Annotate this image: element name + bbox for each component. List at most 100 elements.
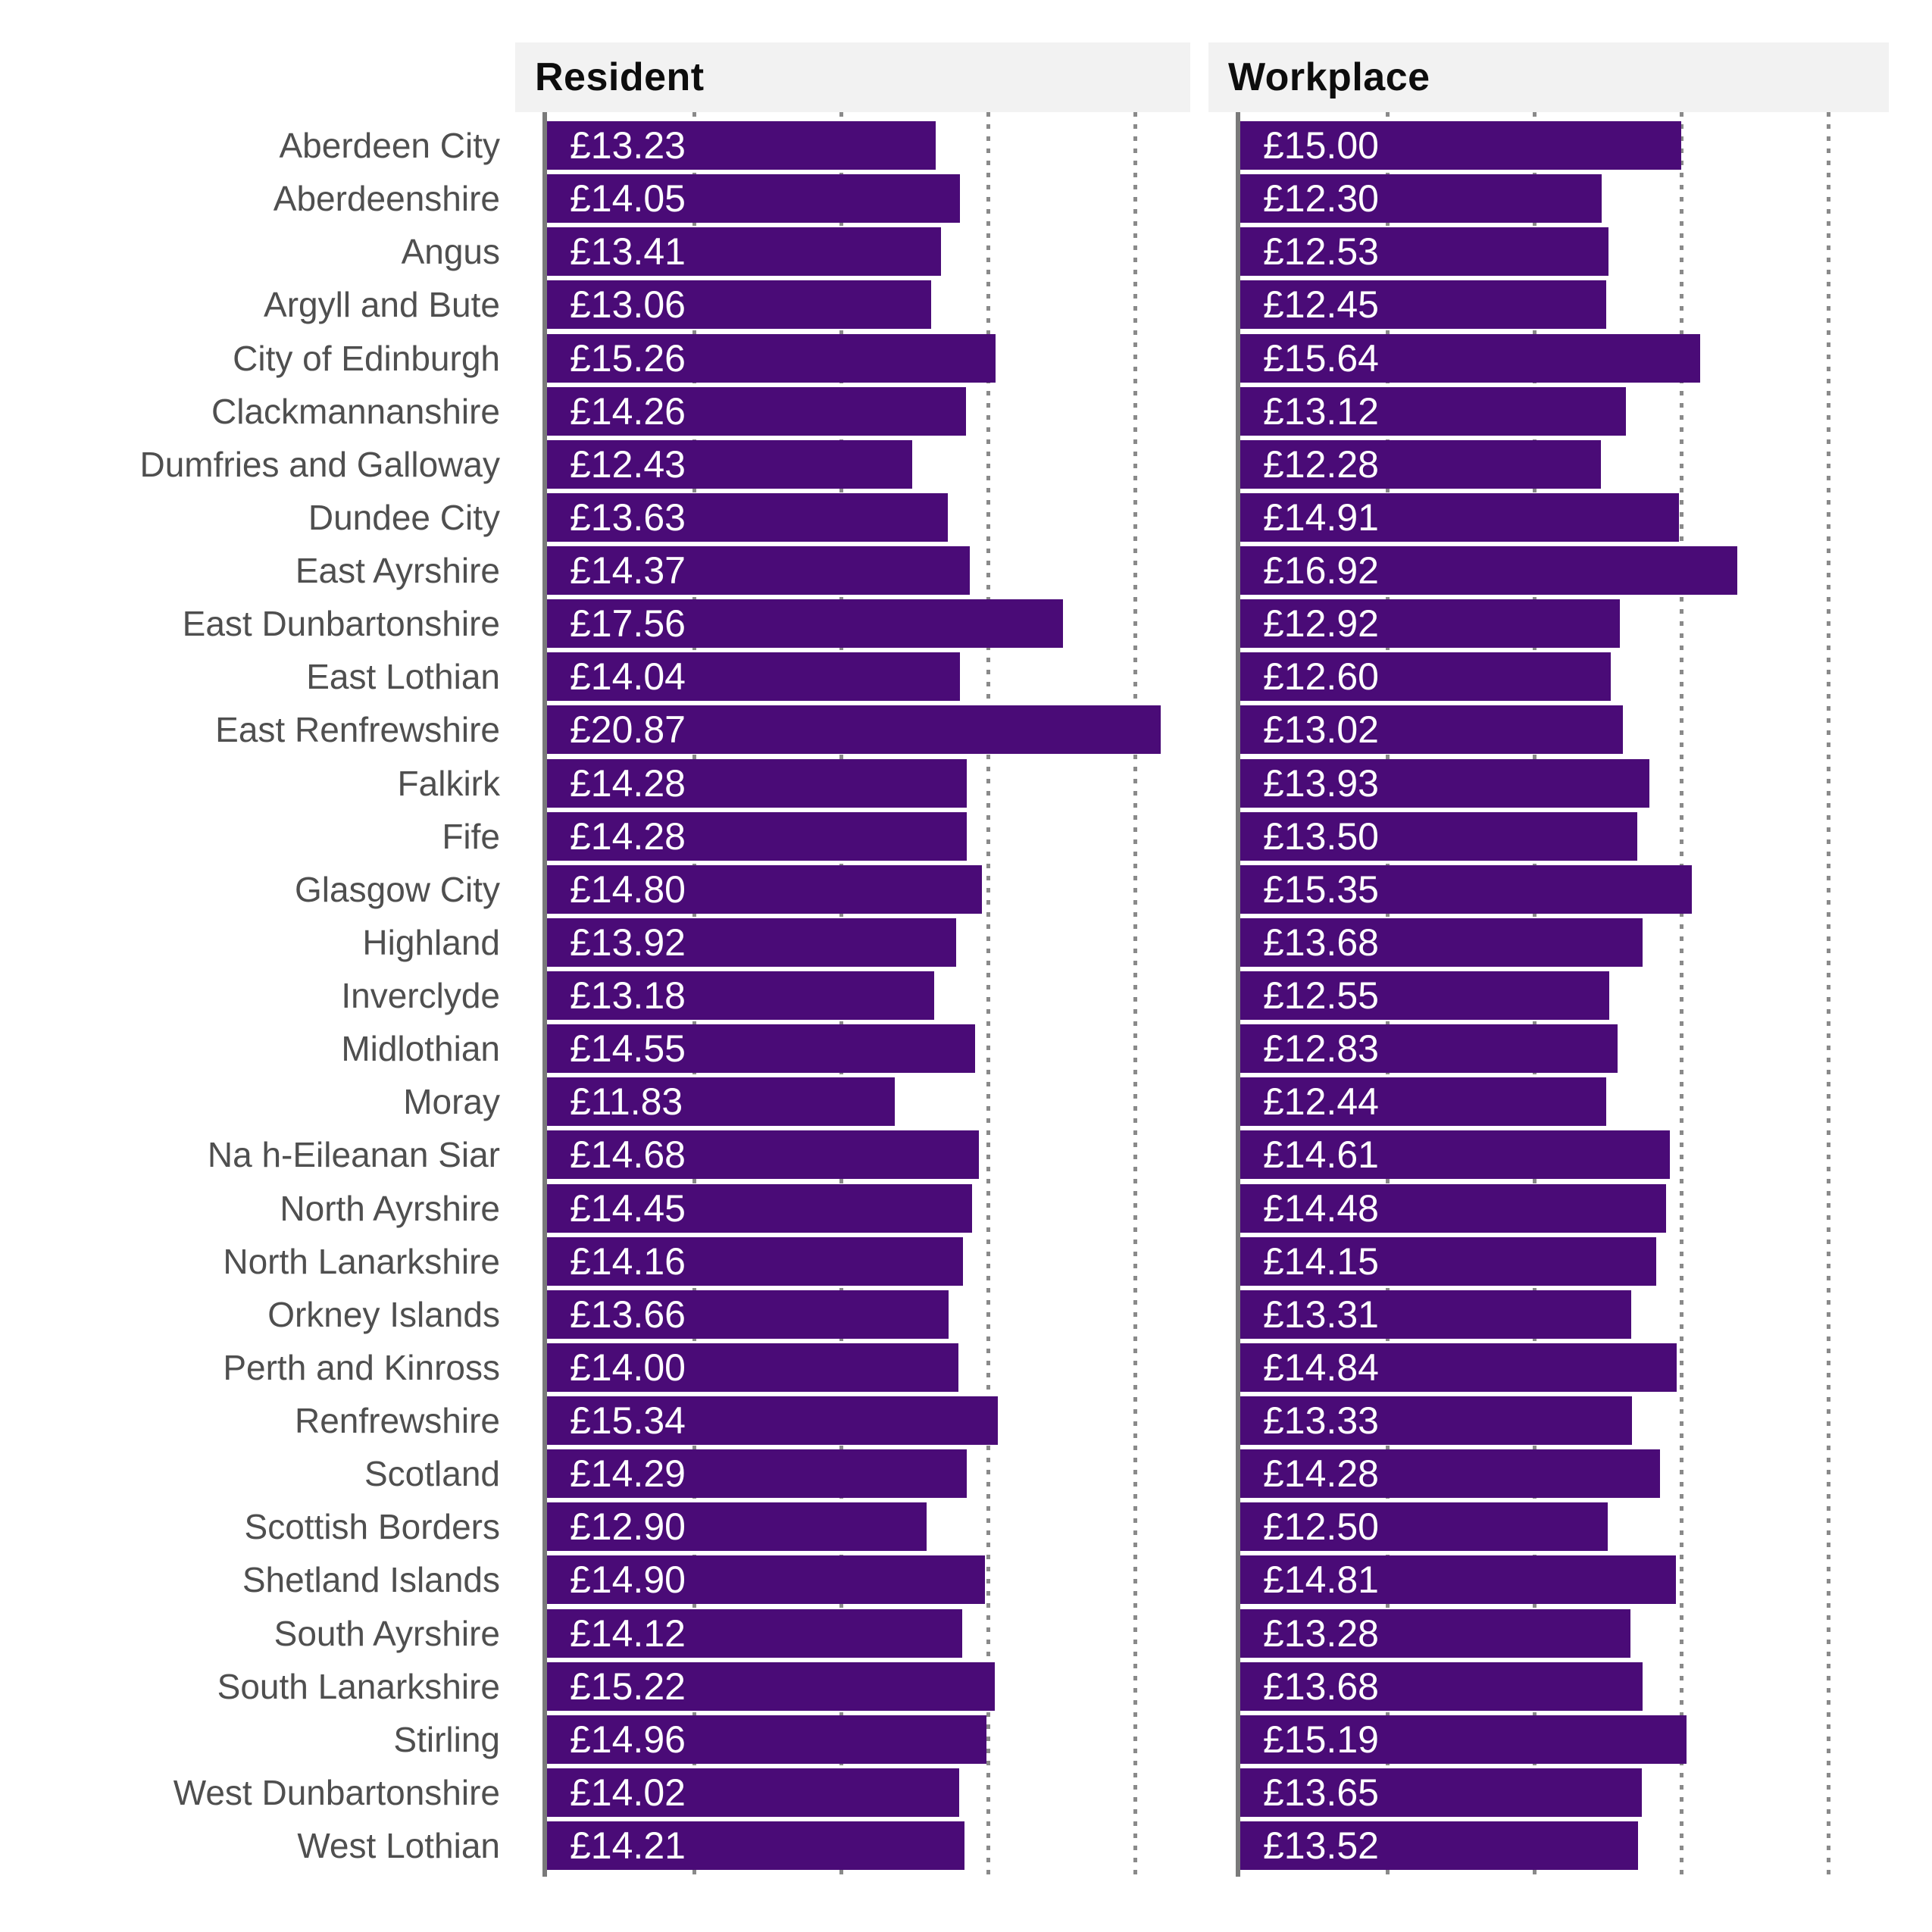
bar-value-label: £13.23 [570,124,686,167]
category-label: East Renfrewshire [215,710,500,750]
resident-bar: £14.26 [547,386,967,436]
resident-bar: £15.26 [547,333,996,383]
resident-bar: £15.22 [547,1662,995,1711]
resident-bar: £14.37 [547,546,970,595]
bar-value-label: £12.92 [1263,602,1379,646]
bar-value-label: £13.50 [1263,814,1379,858]
bar-value-label: £14.05 [570,177,686,220]
bar-value-label: £12.28 [1263,442,1379,486]
bar-value-label: £14.90 [570,1558,686,1602]
bar-value-label: £14.80 [570,868,686,911]
resident-bar: £11.83 [547,1077,895,1127]
resident-bar: £14.68 [547,1130,979,1180]
category-label: Scotland [364,1454,500,1494]
bar-value-label: £15.64 [1263,336,1379,380]
bar-value-label: £13.02 [1263,708,1379,752]
bar-value-label: £13.33 [1263,1399,1379,1442]
category-label: Orkney Islands [267,1294,500,1334]
workplace-bar: £14.91 [1240,492,1679,542]
bar-value-label: £14.15 [1263,1240,1379,1283]
bar-value-label: £13.41 [570,230,686,274]
category-label: Stirling [393,1719,500,1759]
workplace-bar: £13.31 [1240,1290,1632,1339]
resident-bar: £14.90 [547,1555,986,1605]
category-label: Renfrewshire [295,1401,500,1440]
bar-value-label: £13.52 [1263,1824,1379,1867]
category-label: East Lothian [306,657,500,697]
bar-value-label: £14.91 [1263,496,1379,539]
resident-bar: £13.18 [547,971,935,1020]
bar-value-label: £14.96 [570,1718,686,1761]
resident-bar: £14.28 [547,758,968,808]
bar-value-label: £14.48 [1263,1186,1379,1230]
resident-bar: £14.02 [547,1768,959,1817]
category-label: Glasgow City [295,869,500,909]
category-label: South Lanarkshire [217,1666,500,1706]
workplace-bar: £16.92 [1240,546,1738,595]
workplace-y-axis-line [1236,112,1240,1877]
resident-bar: £13.63 [547,492,948,542]
bar-value-label: £20.87 [570,708,686,752]
resident-bar: £20.87 [547,705,1161,755]
bar-value-label: £13.68 [1263,921,1379,964]
workplace-bar: £13.93 [1240,758,1650,808]
resident-bar: £14.96 [547,1715,987,1764]
bar-value-label: £14.28 [570,761,686,805]
workplace-bar: £15.64 [1240,333,1700,383]
bar-value-label: £14.00 [570,1346,686,1389]
category-label: Dumfries and Galloway [139,444,500,484]
bar-value-label: £14.68 [570,1133,686,1177]
category-label: Highland [362,922,500,962]
resident-bar: £17.56 [547,599,1064,649]
category-label: Argyll and Bute [264,285,500,325]
workplace-bar: £12.28 [1240,439,1602,489]
bar-value-label: £12.50 [1263,1505,1379,1549]
workplace-bar: £13.12 [1240,386,1627,436]
bar-value-label: £12.30 [1263,177,1379,220]
category-label: North Ayrshire [280,1188,500,1228]
bar-value-label: £14.45 [570,1186,686,1230]
bar-value-label: £14.04 [570,655,686,699]
bar-value-label: £13.66 [570,1293,686,1336]
bar-value-label: £15.19 [1263,1718,1379,1761]
resident-bar: £14.12 [547,1608,962,1658]
resident-gridline-15 [986,112,990,1877]
workplace-bar: £13.33 [1240,1396,1633,1445]
resident-bar: £13.06 [547,280,931,330]
bar-value-label: £12.83 [1263,1027,1379,1071]
category-label: Aberdeen City [279,126,501,165]
resident-bar: £15.34 [547,1396,999,1445]
workplace-bar: £13.68 [1240,1662,1643,1711]
workplace-bar: £14.61 [1240,1130,1670,1180]
bar-value-label: £11.83 [570,1080,683,1124]
bar-value-label: £15.26 [570,336,686,380]
workplace-bar: £14.28 [1240,1449,1661,1499]
category-label: Aberdeenshire [273,179,500,219]
category-label: West Dunbartonshire [173,1772,500,1812]
category-label: Shetland Islands [242,1560,500,1600]
resident-bar: £14.45 [547,1183,972,1233]
bar-value-label: £14.02 [570,1771,686,1814]
workplace-bar: £13.52 [1240,1821,1638,1870]
bar-value-label: £14.84 [1263,1346,1379,1389]
bar-value-label: £13.12 [1263,389,1379,433]
resident-bar: £14.00 [547,1343,959,1392]
resident-y-axis-line [542,112,547,1877]
resident-bar: £14.16 [547,1236,964,1286]
bar-value-label: £13.92 [570,921,686,964]
workplace-plot-area: £15.00 £12.30 £12.53 £12.45 £15.64 £13.12 £12.… [1236,112,1889,1877]
bar-value-label: £12.45 [1263,283,1379,327]
bar-value-label: £12.43 [570,442,686,486]
workplace-bar: £13.65 [1240,1768,1642,1817]
category-label: Scottish Borders [244,1507,500,1547]
bar-value-label: £13.65 [1263,1771,1379,1814]
bar-value-label: £16.92 [1263,549,1379,592]
workplace-bar: £14.48 [1240,1183,1666,1233]
category-label: East Dunbartonshire [182,604,500,644]
category-label: Na h-Eileanan Siar [207,1135,500,1175]
workplace-bar: £12.55 [1240,971,1609,1020]
bar-value-label: £14.28 [570,814,686,858]
workplace-bar: £14.15 [1240,1236,1657,1286]
workplace-bar: £12.92 [1240,599,1621,649]
category-label: Falkirk [397,763,500,803]
